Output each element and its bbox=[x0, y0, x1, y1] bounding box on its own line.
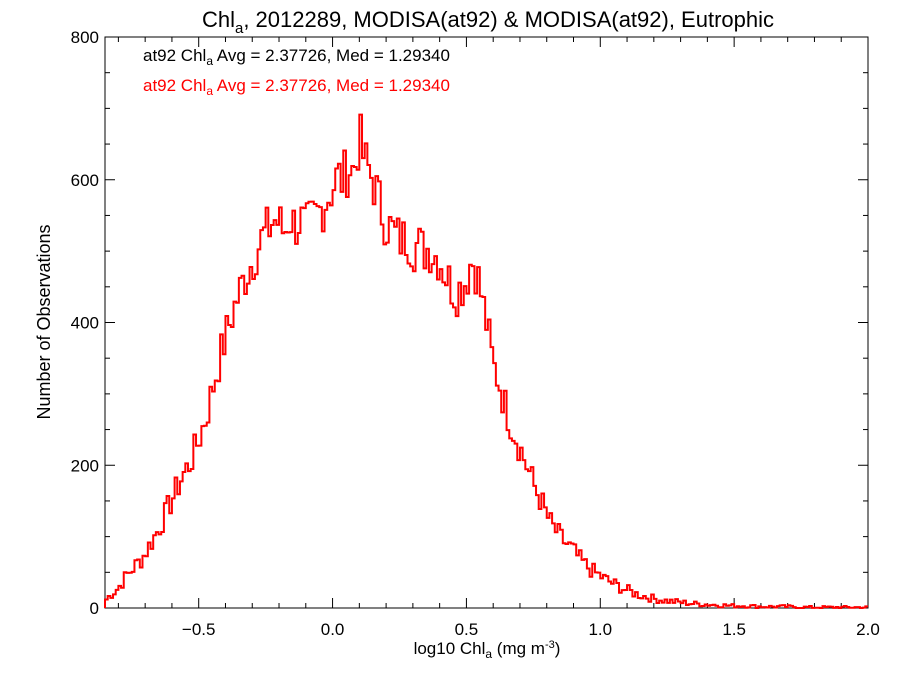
y-tick-label: 400 bbox=[71, 314, 99, 333]
y-tick-label: 800 bbox=[71, 28, 99, 47]
y-axis: 0 200 400 600 800 bbox=[71, 28, 868, 618]
plot-frame bbox=[104, 36, 869, 609]
x-tick-label: 0.5 bbox=[455, 620, 479, 639]
x-tick-label: 2.0 bbox=[856, 620, 880, 639]
x-tick-label: 1.5 bbox=[722, 620, 746, 639]
x-axis-label: log10 Chla (mg m-3) bbox=[414, 639, 561, 661]
x-tick-label: 1.0 bbox=[588, 620, 612, 639]
y-tick-label: 600 bbox=[71, 171, 99, 190]
chart-title: Chla, 2012289, MODISA(at92) & MODISA(at9… bbox=[202, 7, 774, 37]
annotation-stats-red: at92 Chla Avg = 2.37726, Med = 1.29340 bbox=[143, 76, 450, 98]
y-tick-label: 0 bbox=[90, 599, 99, 618]
y-tick-label: 200 bbox=[71, 456, 99, 475]
y-axis-label: Number of Observations bbox=[34, 224, 54, 419]
x-axis: −0.5 0.0 0.5 1.0 1.5 2.0 bbox=[117, 37, 880, 639]
x-tick-label: 0.0 bbox=[321, 620, 345, 639]
histogram-series-line bbox=[104, 113, 868, 609]
x-tick-label: −0.5 bbox=[182, 620, 216, 639]
annotation-stats-black: at92 Chla Avg = 2.37726, Med = 1.29340 bbox=[143, 46, 450, 68]
